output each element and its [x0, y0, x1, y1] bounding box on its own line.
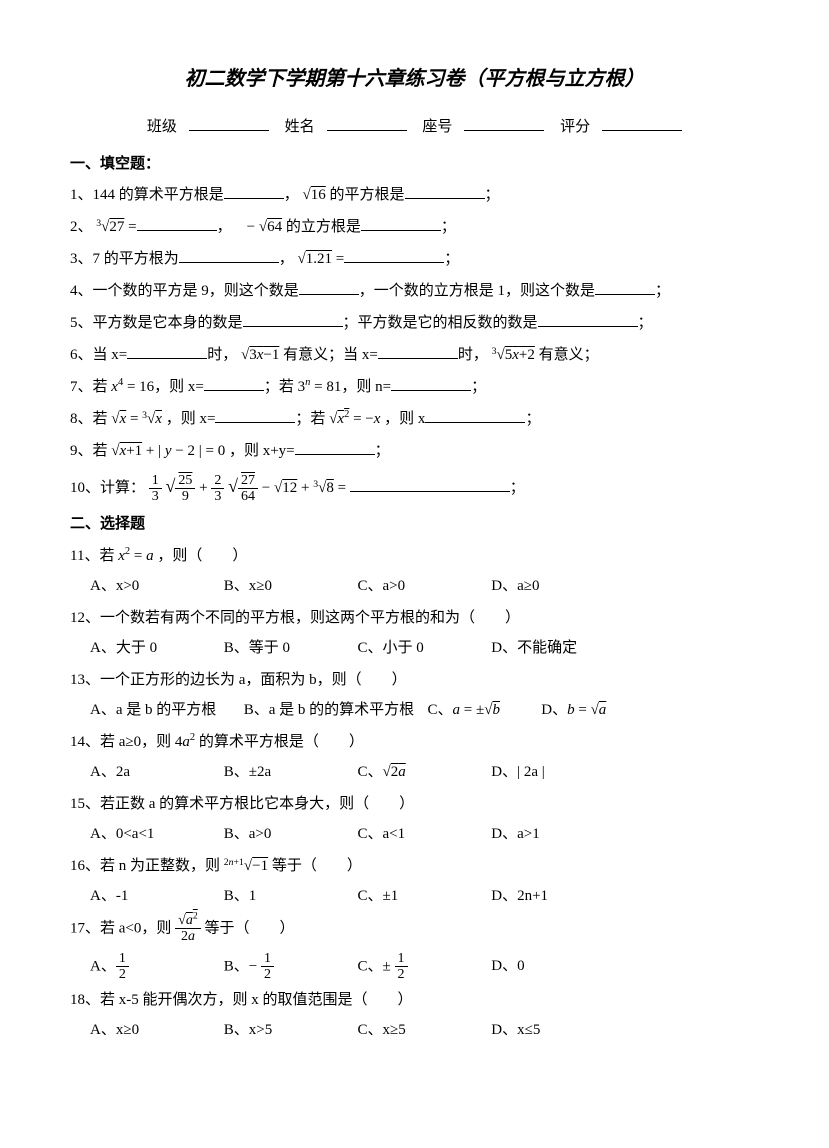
question-17: 17、若 a<0，则 √a22a 等于（ ） A、12 B、− 12 C、± 1… — [70, 913, 759, 983]
class-label: 班级 — [147, 119, 177, 135]
q12-opt-a: A、大于 0 — [90, 633, 220, 663]
seat-label: 座号 — [422, 119, 452, 135]
question-6: 6、当 x=时， √3x−1 有意义；当 x=时， 3√5x+2 有意义； — [70, 340, 759, 370]
q15-opt-c: C、a<1 — [358, 819, 488, 849]
question-15: 15、若正数 a 的算术平方根比它本身大，则（ ） A、0<a<1 B、a>0 … — [70, 789, 759, 849]
q15-opt-a: A、0<a<1 — [90, 819, 220, 849]
q14-opt-b: B、±2a — [224, 757, 354, 787]
q13-opt-d: D、b = √a — [541, 695, 671, 725]
q17-opt-d: D、0 — [491, 951, 621, 981]
section-1-title: 一、填空题： — [70, 150, 759, 179]
question-1: 1、144 的算术平方根是， √16 的平方根是； — [70, 180, 759, 210]
q15-opt-b: B、a>0 — [224, 819, 354, 849]
q11-opt-a: A、x>0 — [90, 571, 220, 601]
q12-opt-c: C、小于 0 — [358, 633, 488, 663]
name-label: 姓名 — [285, 119, 315, 135]
question-12: 12、一个数若有两个不同的平方根，则这两个平方根的和为（ ） A、大于 0 B、… — [70, 603, 759, 663]
q13-opt-a: A、a 是 b 的平方根 — [90, 695, 240, 725]
section-2-title: 二、选择题 — [70, 510, 759, 539]
q18-opt-c: C、x≥5 — [358, 1015, 488, 1045]
question-11: 11、若 x2 = a ，则（ ） A、x>0 B、x≥0 C、a>0 D、a≥… — [70, 541, 759, 601]
q15-opt-d: D、a>1 — [491, 819, 621, 849]
header-fields: 班级 姓名 座号 评分 — [70, 113, 759, 142]
question-14: 14、若 a≥0，则 4a2 的算术平方根是（ ） A、2a B、±2a C、√… — [70, 727, 759, 787]
q17-opt-a: A、12 — [90, 951, 220, 983]
question-2: 2、 3√27 =， − √64 的立方根是； — [70, 212, 759, 242]
q14-opt-c: C、√2a — [358, 757, 488, 787]
q16-opt-d: D、2n+1 — [491, 881, 621, 911]
q13-opt-b: B、a 是 b 的的算术平方根 — [244, 695, 424, 725]
q18-opt-d: D、x≤5 — [491, 1015, 621, 1045]
question-3: 3、7 的平方根为， √1.21 =； — [70, 244, 759, 274]
q12-opt-d: D、不能确定 — [491, 633, 621, 663]
q14-opt-a: A、2a — [90, 757, 220, 787]
q11-opt-c: C、a>0 — [358, 571, 488, 601]
q16-opt-c: C、±1 — [358, 881, 488, 911]
q17-opt-b: B、− 12 — [224, 951, 354, 983]
score-label: 评分 — [560, 119, 590, 135]
question-16: 16、若 n 为正整数，则 2n+1√−1 等于（ ） A、-1 B、1 C、±… — [70, 851, 759, 911]
q17-opt-c: C、± 12 — [358, 951, 488, 983]
question-18: 18、若 x-5 能开偶次方，则 x 的取值范围是（ ） A、x≥0 B、x>5… — [70, 985, 759, 1045]
page-title: 初二数学下学期第十六章练习卷（平方根与立方根） — [70, 60, 759, 98]
q16-opt-b: B、1 — [224, 881, 354, 911]
q14-opt-d: D、| 2a | — [491, 757, 621, 787]
q18-opt-b: B、x>5 — [224, 1015, 354, 1045]
question-5: 5、平方数是它本身的数是；平方数是它的相反数的数是； — [70, 308, 759, 338]
q11-opt-d: D、a≥0 — [491, 571, 621, 601]
q13-opt-c: C、a = ±√b — [428, 695, 538, 725]
q11-opt-b: B、x≥0 — [224, 571, 354, 601]
q16-opt-a: A、-1 — [90, 881, 220, 911]
question-8: 8、若 √x = 3√x ，则 x=；若 √x2 = −x ，则 x； — [70, 404, 759, 434]
question-7: 7、若 x4 = 16，则 x=；若 3n = 81，则 n=； — [70, 372, 759, 402]
question-10: 10、计算： 13 √259 + 23 √2764 − √12 + 3√8 = … — [70, 468, 759, 504]
question-4: 4、一个数的平方是 9，则这个数是，一个数的立方根是 1，则这个数是； — [70, 276, 759, 306]
q18-opt-a: A、x≥0 — [90, 1015, 220, 1045]
q12-opt-b: B、等于 0 — [224, 633, 354, 663]
question-9: 9、若 √x+1 + | y − 2 | = 0 ，则 x+y=； — [70, 436, 759, 466]
question-13: 13、一个正方形的边长为 a，面积为 b，则（ ） A、a 是 b 的平方根 B… — [70, 665, 759, 725]
